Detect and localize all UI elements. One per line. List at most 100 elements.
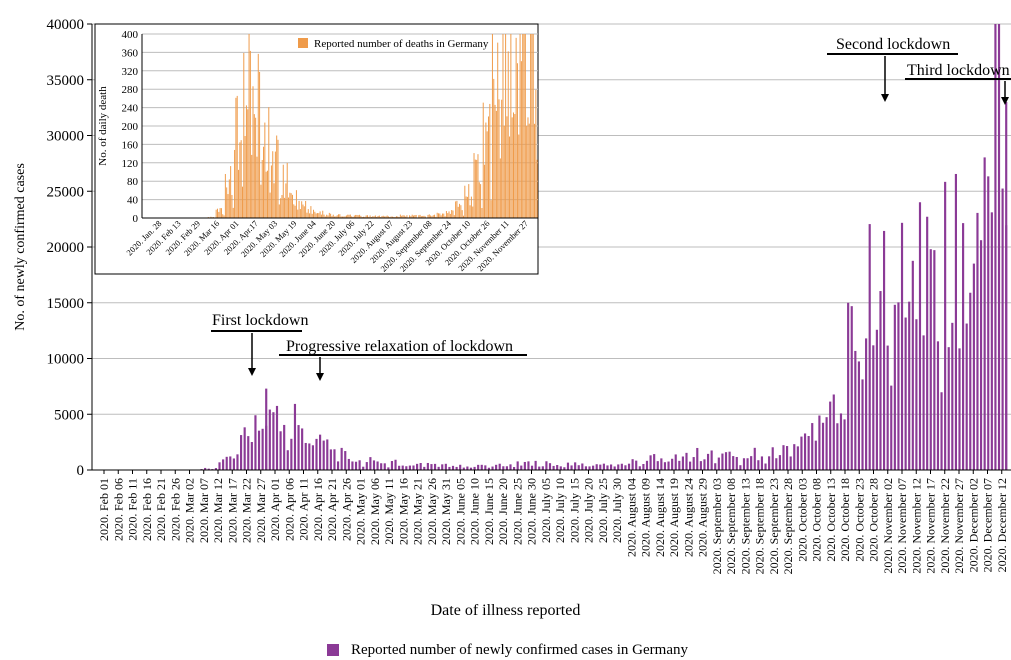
inset-y-tick-label: 200: [122, 121, 139, 133]
death-bar: [365, 215, 367, 218]
death-bar: [435, 216, 437, 218]
case-bar: [541, 466, 544, 470]
case-bar: [962, 223, 965, 470]
x-tick-label: 2020. Mar 07: [197, 478, 211, 543]
case-bar: [232, 458, 235, 470]
death-bar: [399, 214, 401, 218]
case-bar: [624, 465, 627, 470]
case-bar: [703, 459, 706, 470]
y-tick-label: 25000: [47, 184, 85, 200]
case-bar: [247, 436, 250, 470]
x-tick-label: 2020. Apr 26: [339, 478, 353, 541]
x-tick-label: 2020. November 27: [952, 478, 966, 574]
case-bar: [635, 460, 638, 470]
death-bar: [455, 201, 457, 218]
annotation-label: Third lockdown: [907, 62, 1010, 79]
death-bar: [330, 213, 332, 218]
death-bar: [388, 216, 390, 218]
x-tick-label: 2020. May 01: [354, 478, 368, 545]
death-bar: [351, 216, 353, 218]
death-bar: [327, 215, 329, 218]
case-bar: [283, 424, 286, 470]
y-tick-label: 30000: [47, 129, 85, 145]
case-bar: [491, 466, 494, 470]
death-bar: [345, 215, 347, 218]
case-bar: [969, 292, 972, 470]
death-bar: [285, 183, 287, 218]
death-bar: [382, 215, 384, 218]
case-bar: [405, 466, 408, 470]
case-bar: [832, 394, 835, 470]
case-bar: [419, 463, 422, 470]
death-bar: [468, 184, 470, 218]
x-tick-label: 2020. July 25: [596, 478, 610, 543]
x-tick-label: 2020. June 10: [468, 478, 482, 545]
death-bar: [499, 158, 501, 218]
death-bar: [385, 216, 387, 218]
x-tick-label: 2020. Apr 01: [268, 478, 282, 541]
case-bar: [793, 444, 796, 470]
death-bar: [310, 206, 312, 218]
x-tick-label: 2020. Feb 01: [97, 478, 111, 541]
case-bar: [592, 465, 595, 470]
death-bar: [476, 159, 478, 218]
x-tick-label: 2020. June 20: [496, 478, 510, 545]
case-bar: [990, 212, 993, 470]
case-bar: [721, 453, 724, 470]
case-bar: [814, 440, 817, 470]
death-bar: [469, 205, 471, 218]
case-bar: [728, 451, 731, 470]
annotation-arrow-head: [316, 373, 324, 381]
case-bar: [275, 405, 279, 470]
case-bar: [882, 230, 886, 470]
case-bar: [563, 467, 566, 470]
case-bar: [681, 456, 684, 470]
death-bar: [424, 216, 426, 218]
case-bar: [268, 409, 271, 470]
death-bar: [299, 209, 301, 218]
case-bar: [803, 433, 807, 470]
death-bar: [434, 214, 436, 218]
case-bar: [455, 466, 458, 470]
death-bar: [386, 215, 388, 218]
x-tick-label: 2020. August 14: [653, 478, 667, 557]
case-bar: [890, 385, 893, 470]
death-bar: [356, 214, 358, 218]
death-bar: [264, 122, 266, 218]
x-tick-label: 2020. July 10: [553, 478, 567, 543]
case-bar: [778, 455, 781, 470]
death-bar: [322, 210, 324, 218]
annotation-arrow-head: [881, 94, 889, 102]
death-bar: [360, 215, 362, 218]
case-bar: [351, 461, 354, 470]
annotation: Second lockdown: [827, 36, 958, 102]
death-bar: [451, 210, 453, 218]
death-bar: [448, 211, 450, 218]
death-bar: [509, 136, 511, 218]
case-bar: [218, 462, 221, 470]
case-bar: [513, 467, 516, 470]
death-bar: [410, 216, 412, 218]
x-tick-label: 2020. September 28: [781, 478, 795, 574]
death-bar: [249, 50, 251, 218]
death-bar: [398, 216, 400, 218]
case-bar: [347, 458, 350, 470]
death-bar: [282, 164, 284, 218]
case-bar: [811, 423, 814, 470]
case-bar: [577, 465, 580, 470]
inset-y-tick-label: 280: [122, 84, 139, 96]
death-bar: [290, 193, 292, 218]
death-bar: [363, 216, 365, 218]
case-bar: [868, 224, 871, 470]
case-bar: [879, 291, 882, 470]
death-bar: [439, 213, 441, 218]
case-bar: [753, 447, 756, 470]
death-bar: [470, 196, 472, 218]
case-bar: [495, 464, 498, 470]
case-bar: [279, 431, 282, 470]
case-bar: [376, 461, 379, 470]
death-bar: [343, 216, 345, 218]
case-bar: [861, 379, 864, 470]
case-bar: [685, 452, 688, 470]
death-bar: [220, 208, 222, 218]
